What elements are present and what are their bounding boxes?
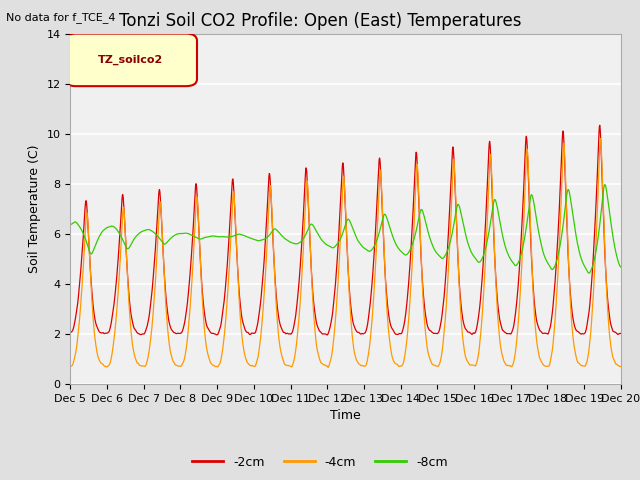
- -8cm: [503, 248, 511, 254]
- Line: -4cm: -4cm: [70, 139, 621, 367]
- -4cm: [189, 264, 196, 270]
- -8cm: [431, 248, 439, 253]
- -8cm: [189, 233, 196, 239]
- -4cm: [431, 363, 439, 369]
- -4cm: [596, 136, 604, 142]
- -8cm: [250, 237, 258, 242]
- -8cm: [601, 182, 609, 188]
- X-axis label: Time: Time: [330, 409, 361, 422]
- -2cm: [504, 331, 511, 336]
- -4cm: [250, 363, 258, 369]
- -4cm: [504, 362, 511, 368]
- -2cm: [431, 331, 439, 336]
- Text: Tonzi Soil CO2 Profile: Open (East) Temperatures: Tonzi Soil CO2 Profile: Open (East) Temp…: [119, 12, 521, 30]
- -4cm: [67, 363, 74, 369]
- -2cm: [67, 330, 74, 336]
- Line: -2cm: -2cm: [70, 125, 621, 335]
- FancyBboxPatch shape: [65, 34, 197, 86]
- -8cm: [552, 262, 559, 268]
- -2cm: [617, 330, 625, 336]
- Y-axis label: Soil Temperature (C): Soil Temperature (C): [28, 144, 41, 273]
- -4cm: [324, 364, 332, 370]
- -2cm: [596, 122, 604, 128]
- -4cm: [175, 363, 183, 369]
- Legend: -2cm, -4cm, -8cm: -2cm, -4cm, -8cm: [187, 451, 453, 474]
- Text: TZ_soilco2: TZ_soilco2: [99, 55, 164, 65]
- -2cm: [552, 269, 559, 275]
- -8cm: [175, 231, 183, 237]
- -2cm: [175, 331, 183, 336]
- -2cm: [323, 332, 331, 338]
- -2cm: [189, 232, 196, 238]
- -4cm: [552, 307, 559, 312]
- -8cm: [585, 270, 593, 276]
- -4cm: [617, 364, 625, 370]
- -8cm: [617, 264, 625, 270]
- -8cm: [67, 222, 74, 228]
- -2cm: [250, 330, 258, 336]
- Text: No data for f_TCE_4: No data for f_TCE_4: [6, 12, 116, 23]
- Line: -8cm: -8cm: [70, 185, 621, 273]
